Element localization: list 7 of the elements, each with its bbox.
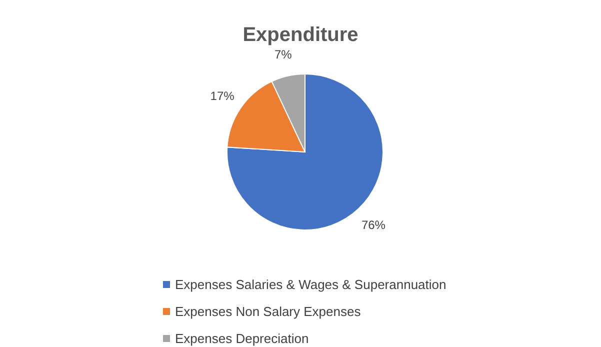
data-label: 7%: [274, 47, 292, 62]
chart-title: Expenditure: [242, 23, 360, 47]
legend-label: Expenses Salaries & Wages & Superannuation: [175, 277, 446, 292]
data-label: 17%: [210, 88, 235, 103]
legend-label: Expenses Non Salary Expenses: [175, 304, 361, 319]
legend-label: Expenses Depreciation: [175, 331, 309, 346]
data-label: 76%: [361, 218, 386, 232]
